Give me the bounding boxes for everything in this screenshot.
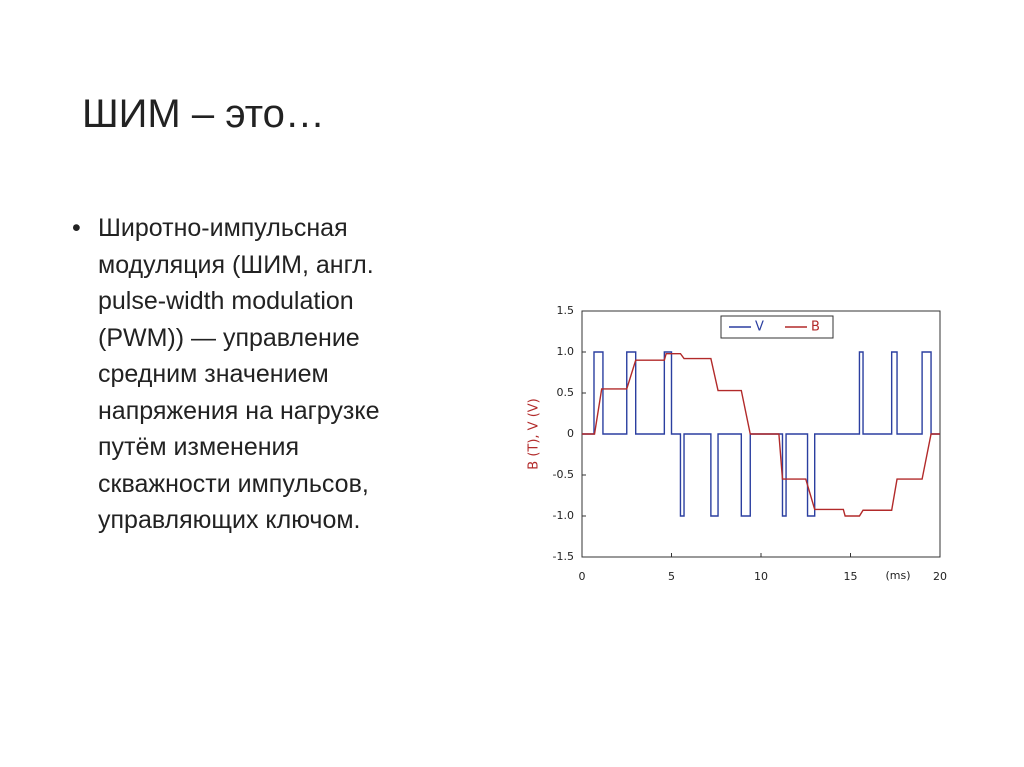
bullet-line: (PWM)) — управление: [98, 323, 360, 352]
y-tick-label: -0.5: [553, 468, 574, 481]
bullet-line: Широтно-импульсная: [98, 214, 348, 242]
bullet-line: скважности импульсов,: [98, 469, 369, 498]
legend-label: B: [811, 320, 820, 335]
x-tick-label: 5: [668, 570, 675, 583]
y-tick-label: -1.0: [553, 509, 574, 522]
x-tick-label: 0: [579, 570, 586, 583]
y-tick-label: 1.0: [557, 345, 575, 358]
x-tick-label: 15: [844, 570, 858, 583]
y-tick-label: 0.5: [557, 386, 575, 399]
bullet-line: средним значением: [98, 360, 329, 388]
bullet-line: путём изменения: [98, 433, 300, 461]
bullet-text: Широтно-импульсная модуляция (ШИМ, англ. p…: [98, 210, 379, 539]
bullet-line: напряжения на нагрузке: [98, 396, 380, 425]
legend-box: [720, 315, 834, 339]
x-unit-label: (ms): [885, 569, 910, 582]
slide-title: ШИМ – это…: [82, 92, 325, 136]
bullet: Широтно-импульсная модуляция (ШИМ, англ. p…: [72, 210, 379, 539]
legend-label: V: [755, 320, 764, 335]
bullet-line: pulse-width modulation: [98, 287, 354, 315]
bullet-line: управляющих ключом.: [98, 506, 361, 534]
y-tick-label: 0: [567, 427, 574, 440]
y-tick-label: -1.5: [553, 550, 574, 563]
series-line: [582, 351, 940, 517]
x-tick-label: 10: [754, 570, 768, 583]
series-line: [582, 352, 940, 517]
y-axis-label: B (T), V (V): [527, 398, 542, 469]
bullet-line: модуляция (ШИМ, англ.: [98, 250, 374, 279]
x-tick-label: 20: [933, 570, 947, 583]
y-tick-label: 1.5: [557, 304, 575, 317]
